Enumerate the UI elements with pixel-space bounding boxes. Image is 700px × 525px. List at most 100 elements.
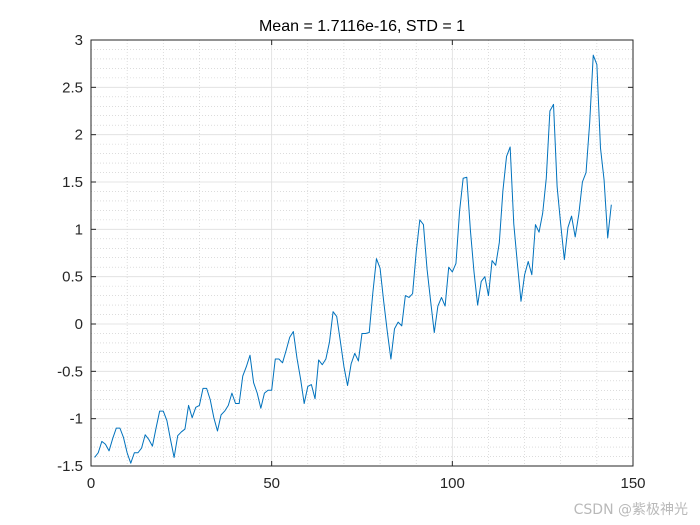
data-point [427, 269, 428, 270]
data-point [264, 393, 265, 394]
data-point [260, 408, 261, 409]
data-point [286, 350, 287, 351]
data-point [401, 325, 402, 326]
data-point [325, 359, 326, 360]
data-point [416, 252, 417, 253]
data-point [166, 420, 167, 421]
data-point [177, 435, 178, 436]
y-tick-label: 2 [75, 127, 83, 144]
data-point [571, 216, 572, 217]
data-point [354, 353, 355, 354]
data-point [459, 211, 460, 212]
data-point [372, 292, 373, 293]
data-point [553, 104, 554, 105]
data-point [224, 411, 225, 412]
y-tick-label: -0.5 [57, 363, 83, 380]
data-point [517, 263, 518, 264]
data-point [199, 405, 200, 406]
data-point [419, 219, 420, 220]
data-point [315, 398, 316, 399]
data-point [365, 333, 366, 334]
data-point [239, 403, 240, 404]
y-tick-label: 0 [75, 316, 83, 333]
data-point [506, 156, 507, 157]
data-point [380, 268, 381, 269]
x-tick-label: 100 [440, 475, 465, 492]
data-point [383, 301, 384, 302]
x-tick-label: 0 [87, 475, 95, 492]
data-point [141, 448, 142, 449]
data-point [271, 390, 272, 391]
plot-background [91, 40, 633, 466]
data-point [484, 276, 485, 277]
data-point [242, 376, 243, 377]
data-point [448, 267, 449, 268]
data-point [297, 358, 298, 359]
data-point [268, 390, 269, 391]
data-point [495, 265, 496, 266]
watermark: CSDN @紫极神光 [573, 502, 688, 518]
data-point [221, 414, 222, 415]
data-point [228, 405, 229, 406]
y-tick-label: 0.5 [62, 269, 83, 286]
data-point [369, 332, 370, 333]
data-point [405, 295, 406, 296]
data-point [524, 274, 525, 275]
data-point [148, 439, 149, 440]
data-point [195, 407, 196, 408]
data-point [600, 148, 601, 149]
data-point [203, 388, 204, 389]
data-point [347, 385, 348, 386]
data-point [535, 224, 536, 225]
data-point [116, 428, 117, 429]
y-tick-label: 2.5 [62, 79, 83, 96]
data-point [362, 333, 363, 334]
data-point [568, 227, 569, 228]
data-point [145, 434, 146, 435]
y-tick-label: -1 [70, 411, 83, 428]
data-point [134, 452, 135, 453]
data-point [466, 177, 467, 178]
data-point [434, 332, 435, 333]
data-point [492, 260, 493, 261]
data-point [250, 355, 251, 356]
data-point [98, 452, 99, 453]
data-point [596, 64, 597, 65]
y-tick-labels: -1.5 -1 -0.5 0 0.5 1 1.5 2 2.5 3 [57, 32, 83, 475]
data-point [127, 452, 128, 453]
data-point [488, 295, 489, 296]
data-point [192, 417, 193, 418]
data-point [437, 306, 438, 307]
data-point [307, 386, 308, 387]
data-point [531, 274, 532, 275]
data-point [333, 311, 334, 312]
data-point [463, 178, 464, 179]
data-point [452, 272, 453, 273]
data-point [481, 281, 482, 282]
minor-grid [91, 40, 633, 466]
data-point [441, 297, 442, 298]
data-point [560, 224, 561, 225]
series-line-normalized [94, 54, 612, 464]
data-point [351, 363, 352, 364]
data-point [311, 384, 312, 385]
data-point [546, 178, 547, 179]
data-point [607, 237, 608, 238]
x-tick-labels: 0 50 100 150 [87, 475, 646, 492]
data-point [105, 444, 106, 445]
data-point [329, 342, 330, 343]
data-point [445, 306, 446, 307]
data-point [503, 190, 504, 191]
tick-marks [90, 39, 634, 467]
data-point [409, 297, 410, 298]
data-point [521, 301, 522, 302]
data-point [575, 237, 576, 238]
data-point [318, 360, 319, 361]
data-point [477, 305, 478, 306]
data-point [423, 224, 424, 225]
data-point [470, 230, 471, 231]
data-point [611, 204, 612, 205]
data-point [94, 457, 95, 458]
data-point [589, 123, 590, 124]
